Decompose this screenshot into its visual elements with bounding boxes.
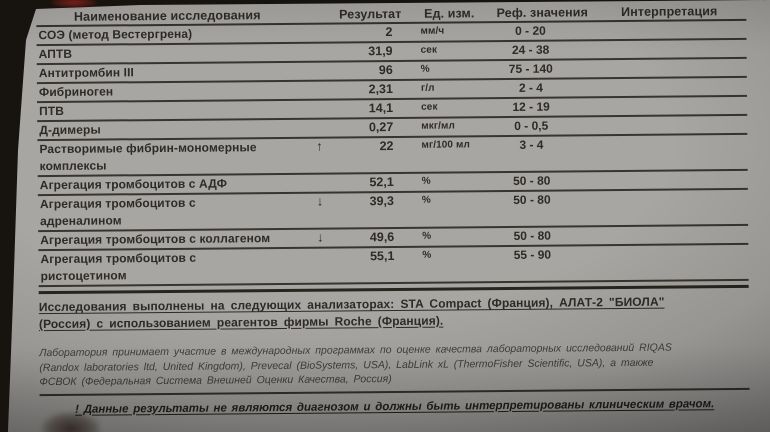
test-name: Агрегация тромбоцитов с адреналином [39, 195, 196, 229]
result-value: 2 [385, 24, 393, 40]
test-name: АПТВ [38, 46, 73, 62]
result-value: 14,1 [368, 100, 394, 116]
table-row: Растворимые фибрин-мономерные комплексы … [37, 134, 748, 178]
table-row: Агрегация тромбоцитов с адреналином ↓ 39… [37, 189, 749, 233]
interpretation-value [593, 59, 747, 60]
reference-range: 50 - 80 [513, 192, 551, 207]
header-reference: Реф. значения [496, 5, 588, 21]
header-unit: Ед. изм. [424, 6, 475, 21]
lab-report-content: Наименование исследования Результат Ед. … [36, 2, 750, 418]
test-name: СОЭ (метод Вестергрена) [38, 26, 193, 43]
reference-range: 12 - 19 [512, 99, 550, 114]
reference-range: 50 - 80 [513, 173, 551, 188]
result-value: 22 [379, 138, 394, 154]
table-row: Агрегация тромбоцитов с ристоцетином 55,… [38, 244, 749, 288]
unit-label: мкг/мл [421, 120, 456, 132]
quality-programs-note: Лаборатория принимает участие в междунар… [39, 341, 672, 389]
reference-range: 75 - 140 [508, 61, 553, 76]
reference-range: 0 - 20 [515, 23, 546, 38]
trend-arrow-icon: ↓ [316, 193, 324, 209]
test-name: Д-димеры [39, 122, 101, 138]
unit-label: сек [420, 44, 438, 56]
result-value: 55,1 [369, 248, 395, 264]
finger-shadow-artifact [42, 412, 100, 432]
test-name: Антитромбин III [38, 65, 134, 81]
result-value: 96 [378, 62, 393, 78]
interpretation-value [594, 245, 748, 246]
reference-range: 2 - 4 [518, 80, 543, 95]
reference-range: 0 - 0,5 [514, 118, 549, 133]
unit-label: сек [421, 101, 438, 113]
header-interpretation: Интерпретация [621, 4, 718, 20]
header-test-name: Наименование исследования [73, 8, 261, 24]
unit-label: % [422, 230, 432, 242]
unit-label: % [420, 63, 430, 75]
test-name: Агрегация тромбоцитов с ристоцетином [40, 250, 197, 284]
disclaimer-note: ! Данные результаты не являются диагнозо… [75, 397, 715, 416]
unit-label: % [422, 249, 432, 261]
interpretation-value [594, 226, 748, 227]
interpretation-value [593, 78, 747, 79]
test-name: Агрегация тромбоцитов с АДФ [39, 176, 228, 193]
result-value: 0,27 [368, 119, 394, 135]
results-table-body: СОЭ (метод Вестергрена) 2 мм/ч 0 - 20 АП… [36, 20, 749, 288]
test-name: Растворимые фибрин-мономерные комплексы [39, 140, 257, 174]
unit-label: мм/ч [420, 25, 445, 37]
test-name: Фибриноген [38, 84, 114, 100]
interpretation-value [594, 171, 748, 172]
reference-range: 24 - 38 [511, 42, 550, 57]
red-smudge-artifact [50, 0, 98, 8]
unit-label: г/л [420, 82, 435, 94]
interpretation-value [593, 97, 747, 98]
header-result: Результат [339, 6, 402, 22]
result-value: 52,1 [369, 174, 394, 190]
interpretation-value [594, 190, 748, 191]
result-value: 49,6 [369, 229, 395, 245]
reference-range: 50 - 80 [513, 228, 551, 243]
trend-arrow-icon: ↑ [316, 138, 323, 154]
section-divider-thick [38, 284, 749, 295]
reference-range: 55 - 90 [513, 247, 552, 262]
interpretation-value [592, 21, 746, 22]
test-name: Агрегация тромбоцитов с коллагеном [40, 231, 271, 248]
trend-arrow-icon: ↓ [316, 229, 324, 245]
analyzers-note: Исследования выполнены на следующих анал… [38, 294, 665, 331]
reference-range: 3 - 4 [519, 137, 544, 152]
result-value: 2,31 [368, 81, 394, 97]
unit-label: мг/100 мл [421, 139, 470, 151]
interpretation-value [593, 40, 747, 41]
result-value: 39,3 [369, 193, 394, 209]
interpretation-value [593, 116, 747, 117]
result-value: 31,9 [368, 43, 393, 59]
unit-label: % [421, 175, 431, 187]
interpretation-value [593, 135, 747, 136]
unit-label: % [421, 194, 431, 206]
test-name: ПТВ [39, 103, 65, 119]
